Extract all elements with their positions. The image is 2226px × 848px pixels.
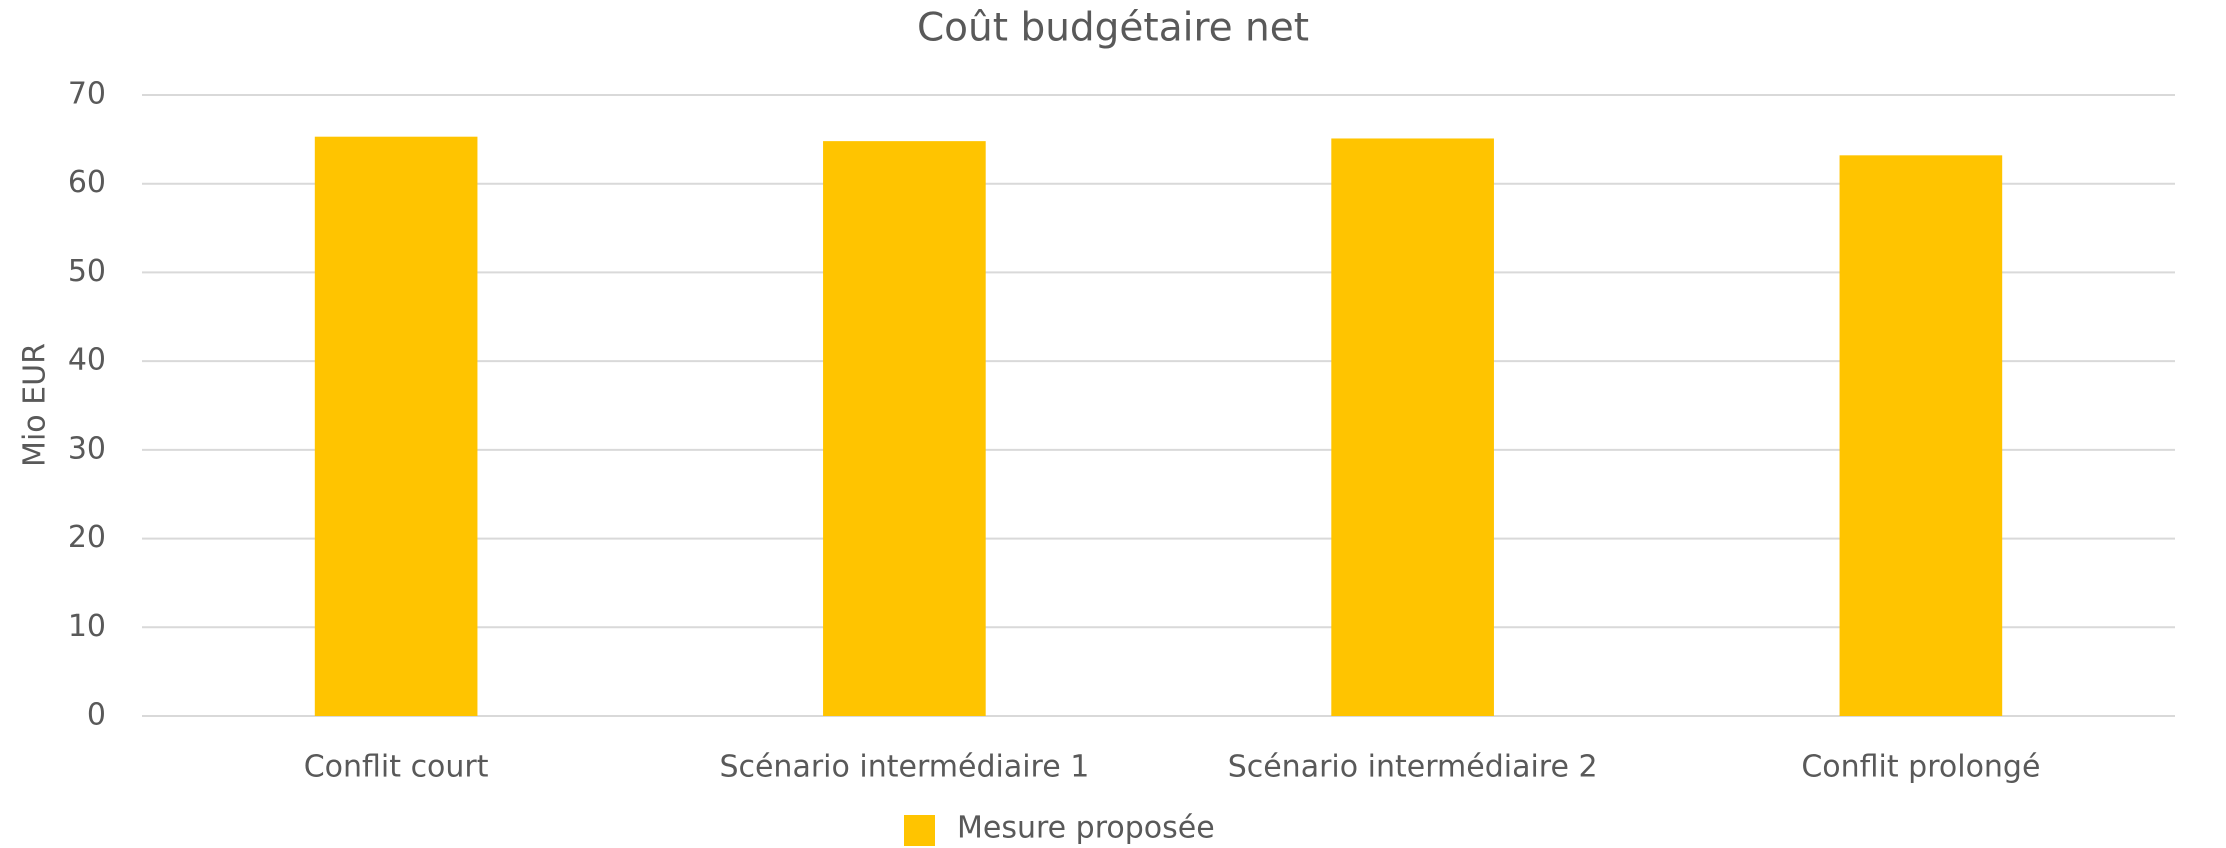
y-tick-label: 10: [68, 609, 106, 644]
bar: [823, 141, 986, 717]
legend-label: Mesure proposée: [957, 811, 1215, 846]
y-tick-label: 20: [68, 520, 106, 555]
x-tick-label: Scénario intermédiaire 1: [719, 750, 1089, 785]
y-tick-label: 70: [68, 77, 106, 112]
y-tick-label: 50: [68, 254, 106, 289]
x-tick-label: Conflit prolongé: [1801, 750, 2040, 785]
x-tick-label: Scénario intermédiaire 2: [1228, 750, 1598, 785]
legend-swatch: [904, 815, 935, 846]
chart-title: Coût budgétaire net: [917, 6, 1309, 51]
y-tick-label: 40: [68, 343, 106, 378]
x-tick-label: Conflit court: [304, 750, 489, 785]
y-tick-label: 30: [68, 431, 106, 466]
y-axis-label: Mio EUR: [18, 343, 53, 467]
y-tick-label: 0: [87, 698, 106, 733]
bar: [1839, 155, 2003, 717]
bar: [314, 136, 478, 717]
y-tick-label: 60: [68, 165, 106, 200]
bar: [1331, 138, 1494, 717]
